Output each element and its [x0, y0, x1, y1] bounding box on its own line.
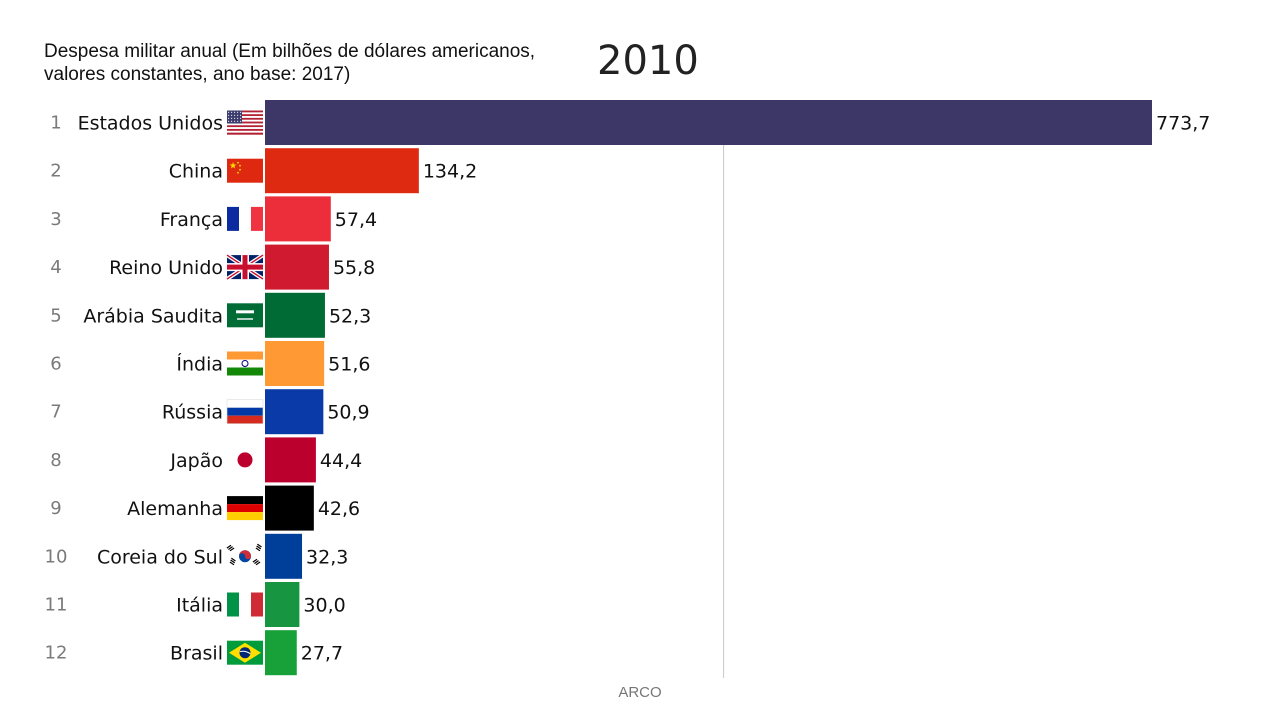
rank-label: 8: [50, 450, 61, 471]
rank-label: 11: [45, 595, 68, 616]
value-label: 32,3: [306, 546, 348, 568]
bar: [265, 582, 300, 627]
rank-label: 3: [50, 209, 61, 230]
india-flag-icon: [227, 351, 263, 376]
value-label: 44,4: [320, 450, 362, 472]
rank-label: 7: [50, 402, 61, 423]
rank-label: 6: [50, 354, 61, 375]
value-label: 51,6: [328, 354, 370, 376]
country-label: França: [160, 209, 223, 231]
rank-label: 4: [50, 257, 61, 278]
bar-row: 9 Alemanha 42,6: [50, 485, 360, 531]
country-label: Rússia: [162, 402, 223, 424]
china-flag-icon: ★: [227, 158, 263, 183]
bar: [265, 533, 303, 579]
value-label: 134,2: [423, 161, 477, 183]
bar: [265, 244, 329, 290]
bar-row: 5 Arábia Saudita 52,3: [50, 292, 371, 338]
italy-flag-icon: [227, 592, 263, 617]
value-label: 52,3: [329, 305, 371, 327]
country-label: Índia: [176, 353, 223, 376]
south-korea-flag-icon: [226, 543, 263, 569]
country-label: Itália: [176, 595, 223, 617]
rank-label: 1: [50, 113, 61, 134]
rank-label: 5: [50, 305, 61, 326]
us-flag-icon: [227, 110, 263, 135]
bar: [265, 341, 325, 386]
bar: [265, 292, 325, 338]
country-label: Brasil: [170, 643, 223, 665]
value-label: 27,7: [301, 643, 343, 665]
bar: [265, 437, 316, 483]
bar-row: 3 França 57,4: [50, 196, 377, 242]
bar: [265, 630, 297, 676]
country-label: Arábia Saudita: [83, 305, 223, 327]
value-label: 55,8: [333, 257, 375, 279]
bar-row: 8 Japão 44,4: [50, 437, 362, 483]
bar-row: 12 Brasil 27,7: [45, 630, 343, 676]
france-flag-icon: [227, 206, 263, 231]
value-label: 30,0: [303, 595, 345, 617]
bar: [265, 485, 314, 531]
bar-row: 10 Coreia do Sul 32,3: [45, 533, 348, 579]
year-label: 2010: [597, 38, 699, 84]
rank-label: 10: [45, 546, 68, 567]
rank-label: 12: [45, 643, 68, 664]
country-label: China: [169, 161, 223, 183]
country-label: Alemanha: [127, 498, 223, 520]
chart-title: Despesa militar anual (Em bilhões de dól…: [44, 41, 536, 85]
bar-row: 6 Índia 51,6: [50, 341, 370, 386]
bar: [265, 389, 324, 435]
footer-label: ARCO: [618, 684, 662, 701]
uk-flag-icon: [225, 253, 265, 281]
bar-row: 11 Itália 30,0: [45, 582, 346, 627]
bar: [265, 148, 419, 194]
bar-row: 1 Estados Unidos 773,7: [50, 100, 1210, 145]
country-label: Estados Unidos: [78, 113, 223, 135]
rank-label: 2: [50, 161, 61, 182]
svg-text:★: ★: [229, 162, 237, 172]
bar-row: 4 Reino Unido 55,8: [50, 244, 375, 290]
country-label: Coreia do Sul: [97, 546, 223, 568]
russia-flag-icon: [226, 399, 264, 425]
value-label: 50,9: [327, 402, 369, 424]
value-label: 57,4: [335, 209, 377, 231]
bar: [265, 196, 331, 242]
country-label: Japão: [169, 450, 223, 472]
bar-row: 7 Rússia 50,9: [50, 389, 370, 435]
brazil-flag-icon: [227, 640, 263, 665]
value-label: 42,6: [318, 498, 360, 520]
bar: [265, 100, 1152, 145]
germany-flag-icon: [227, 496, 263, 521]
value-label: 773,7: [1156, 113, 1210, 135]
bar-row: 2 China ★ 134,2: [50, 148, 477, 194]
country-label: Reino Unido: [109, 257, 223, 279]
rank-label: 9: [50, 498, 61, 519]
saudi-flag-icon: [227, 303, 263, 328]
japan-flag-icon: [227, 447, 263, 472]
